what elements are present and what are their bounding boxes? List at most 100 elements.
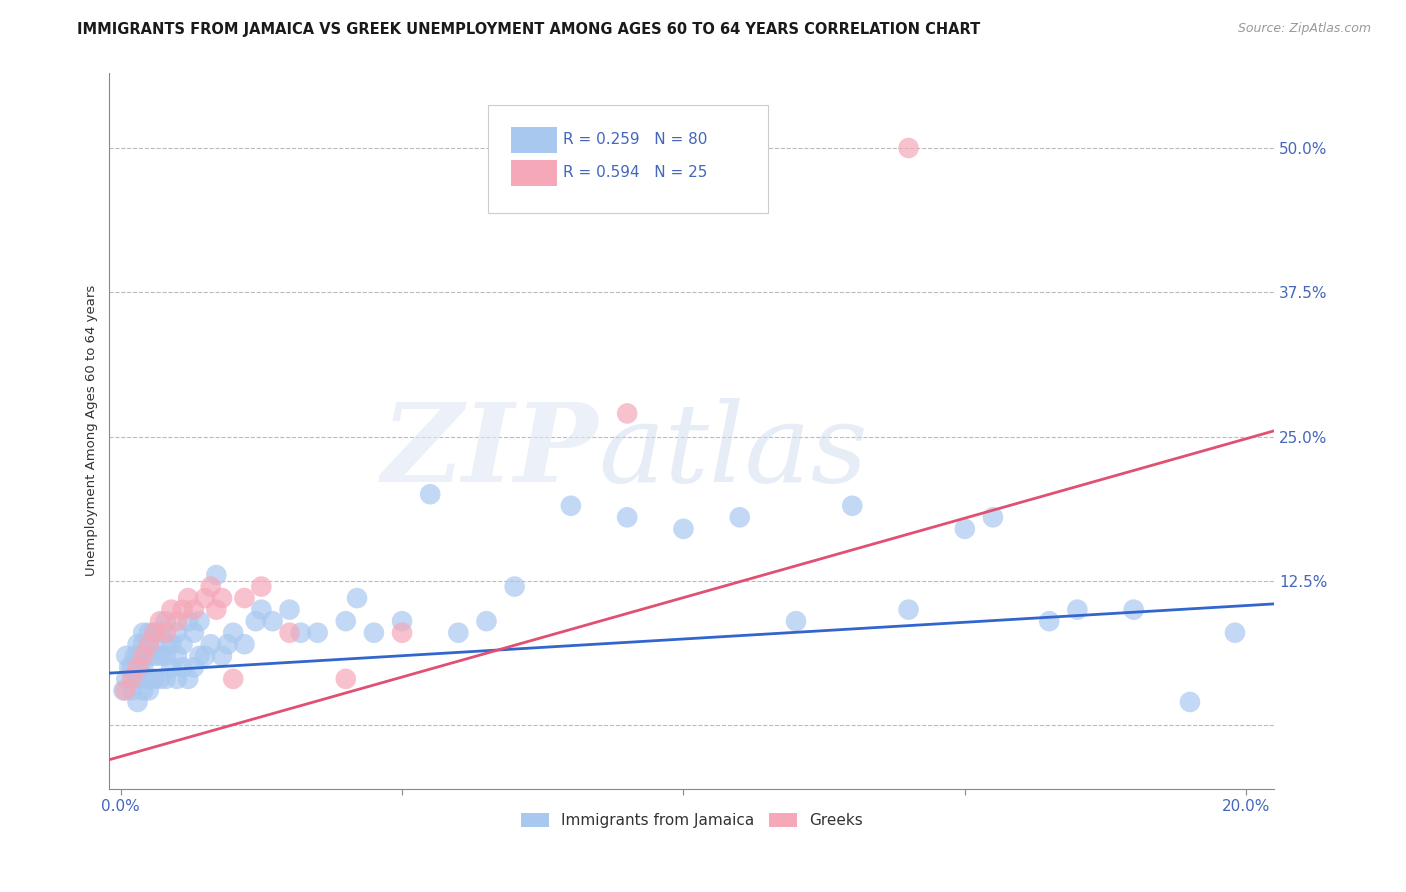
Point bbox=[172, 602, 194, 616]
Point bbox=[124, 648, 146, 663]
Point bbox=[155, 672, 177, 686]
Point bbox=[200, 580, 222, 594]
Point bbox=[250, 580, 273, 594]
Point bbox=[672, 522, 695, 536]
Point bbox=[155, 614, 177, 628]
Point bbox=[233, 591, 256, 606]
Point bbox=[132, 683, 155, 698]
Y-axis label: Unemployment Among Ages 60 to 64 years: Unemployment Among Ages 60 to 64 years bbox=[86, 285, 98, 576]
FancyBboxPatch shape bbox=[512, 160, 557, 186]
Point bbox=[728, 510, 751, 524]
Point bbox=[217, 637, 239, 651]
Point bbox=[127, 660, 149, 674]
Point bbox=[138, 637, 160, 651]
Point bbox=[841, 499, 863, 513]
Point bbox=[118, 660, 141, 674]
Point bbox=[115, 672, 138, 686]
Point bbox=[194, 648, 217, 663]
Point bbox=[475, 614, 498, 628]
Point bbox=[124, 672, 146, 686]
Point bbox=[188, 614, 211, 628]
Point bbox=[127, 695, 149, 709]
Point bbox=[177, 591, 200, 606]
Point bbox=[194, 591, 217, 606]
Point bbox=[172, 637, 194, 651]
Point bbox=[560, 499, 582, 513]
Text: atlas: atlas bbox=[599, 399, 869, 506]
Point bbox=[127, 637, 149, 651]
Point bbox=[391, 614, 413, 628]
Point bbox=[391, 625, 413, 640]
Point bbox=[138, 683, 160, 698]
Text: R = 0.594   N = 25: R = 0.594 N = 25 bbox=[562, 165, 707, 180]
Point bbox=[155, 625, 177, 640]
Point bbox=[121, 660, 143, 674]
Text: ZIP: ZIP bbox=[382, 399, 599, 506]
Point bbox=[278, 602, 301, 616]
Point bbox=[149, 614, 172, 628]
Point bbox=[616, 510, 638, 524]
Point bbox=[1122, 602, 1144, 616]
Point bbox=[250, 602, 273, 616]
Point bbox=[183, 602, 205, 616]
Point bbox=[290, 625, 312, 640]
Point bbox=[155, 648, 177, 663]
Point bbox=[183, 660, 205, 674]
Point bbox=[166, 614, 188, 628]
Point bbox=[121, 683, 143, 698]
Point bbox=[1178, 695, 1201, 709]
Point bbox=[127, 648, 149, 663]
Point bbox=[245, 614, 267, 628]
Point bbox=[183, 625, 205, 640]
Point bbox=[953, 522, 976, 536]
Point bbox=[149, 672, 172, 686]
Point bbox=[205, 568, 228, 582]
Point bbox=[138, 625, 160, 640]
Point bbox=[149, 648, 172, 663]
Point bbox=[121, 672, 143, 686]
Point bbox=[149, 625, 172, 640]
Point bbox=[1038, 614, 1060, 628]
Point bbox=[1066, 602, 1088, 616]
Point bbox=[1223, 625, 1246, 640]
Point bbox=[112, 683, 135, 698]
FancyBboxPatch shape bbox=[488, 105, 768, 212]
Point bbox=[278, 625, 301, 640]
Legend: Immigrants from Jamaica, Greeks: Immigrants from Jamaica, Greeks bbox=[515, 807, 869, 835]
Point bbox=[346, 591, 368, 606]
Point bbox=[177, 614, 200, 628]
Point bbox=[160, 660, 183, 674]
Point bbox=[160, 602, 183, 616]
Point bbox=[138, 648, 160, 663]
Point bbox=[132, 625, 155, 640]
Point bbox=[447, 625, 470, 640]
Point bbox=[211, 591, 233, 606]
Point bbox=[897, 602, 920, 616]
Point bbox=[262, 614, 284, 628]
Point bbox=[155, 637, 177, 651]
Point bbox=[138, 672, 160, 686]
Point bbox=[143, 648, 166, 663]
Point bbox=[114, 683, 136, 698]
Point bbox=[211, 648, 233, 663]
Point bbox=[785, 614, 807, 628]
Point bbox=[503, 580, 526, 594]
Point bbox=[981, 510, 1004, 524]
Point bbox=[335, 672, 357, 686]
Point bbox=[166, 672, 188, 686]
Point bbox=[143, 625, 166, 640]
FancyBboxPatch shape bbox=[512, 127, 557, 153]
Point bbox=[115, 648, 138, 663]
Point bbox=[188, 648, 211, 663]
Point bbox=[166, 648, 188, 663]
Point bbox=[222, 625, 245, 640]
Text: R = 0.259   N = 80: R = 0.259 N = 80 bbox=[562, 132, 707, 147]
Point bbox=[127, 672, 149, 686]
Point bbox=[138, 637, 160, 651]
Point bbox=[177, 672, 200, 686]
Point bbox=[897, 141, 920, 155]
Point bbox=[616, 406, 638, 420]
Point bbox=[143, 625, 166, 640]
Text: IMMIGRANTS FROM JAMAICA VS GREEK UNEMPLOYMENT AMONG AGES 60 TO 64 YEARS CORRELAT: IMMIGRANTS FROM JAMAICA VS GREEK UNEMPLO… bbox=[77, 22, 980, 37]
Point bbox=[363, 625, 385, 640]
